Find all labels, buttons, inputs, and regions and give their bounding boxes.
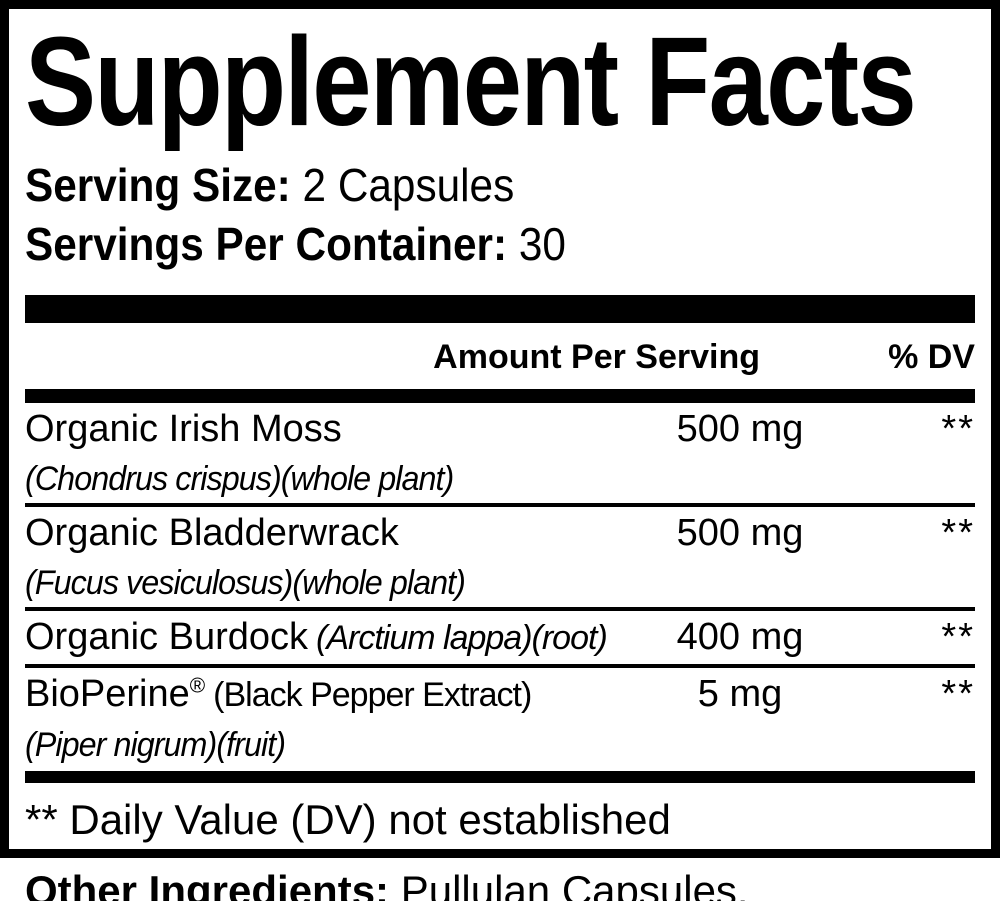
- amount-per-serving-header: Amount Per Serving: [433, 338, 760, 376]
- supplement-facts-panel: Supplement Facts Serving Size: 2 Capsule…: [0, 0, 1000, 858]
- column-header-row: Amount Per Serving % DV: [25, 323, 975, 389]
- ingredient-name-text: Organic Burdock: [25, 616, 309, 658]
- ingredient-amount: 500 mg: [676, 512, 804, 554]
- panel-title: Supplement Facts: [25, 11, 917, 152]
- ingredient-row-main: Organic Burdock (Arctium lappa)(root) 400…: [25, 611, 975, 664]
- ingredient-amount: 5 mg: [697, 673, 783, 715]
- ingredient-name-text: BioPerine: [25, 673, 190, 715]
- ingredient-name: Organic Irish Moss: [25, 408, 342, 450]
- servings-per-container-line: Servings Per Container: 30: [25, 218, 899, 271]
- ingredient-row-irish-moss: Organic Irish Moss 500 mg ** (Chondrus c…: [25, 403, 975, 507]
- serving-size-line: Serving Size: 2 Capsules: [25, 159, 899, 212]
- daily-value-footnote: ** Daily Value (DV) not established: [25, 796, 671, 843]
- other-ingredients-line: Other Ingredients: Pullulan Capsules.: [25, 866, 1000, 901]
- other-ingredients-label: Other Ingredients:: [25, 867, 390, 901]
- ingredient-dv: **: [941, 512, 975, 554]
- ingredient-latin-name-inline: (Arctium lappa)(root): [316, 619, 608, 657]
- ingredient-latin-name: (Fucus vesiculosus)(whole plant): [25, 564, 466, 602]
- ingredient-row-bioperine: BioPerine® (Black Pepper Extract) 5 mg **…: [25, 668, 975, 769]
- divider-bar-top: [25, 295, 975, 323]
- percent-dv-header: % DV: [888, 338, 975, 376]
- ingredient-row-main: BioPerine® (Black Pepper Extract) 5 mg **: [25, 668, 975, 721]
- ingredient-row-main: Organic Irish Moss 500 mg **: [25, 403, 975, 455]
- ingredient-row-main: Organic Bladderwrack 500 mg **: [25, 507, 975, 559]
- serving-size-value: 2 Capsules: [290, 159, 515, 211]
- divider-bar-header: [25, 389, 975, 403]
- serving-size-label: Serving Size:: [25, 159, 291, 211]
- servings-per-container-value: 30: [507, 218, 566, 270]
- ingredient-amount: 500 mg: [676, 408, 804, 450]
- ingredient-amount: 400 mg: [676, 616, 804, 658]
- ingredient-name: Organic Burdock (Arctium lappa)(root): [25, 611, 625, 664]
- ingredient-latin-name: (Chondrus crispus)(whole plant): [25, 460, 454, 498]
- ingredient-latin-name: (Piper nigrum)(fruit): [25, 726, 286, 764]
- ingredient-row-burdock: Organic Burdock (Arctium lappa)(root) 400…: [25, 611, 975, 668]
- other-ingredients-value: Pullulan Capsules.: [389, 867, 749, 901]
- ingredient-dv: **: [941, 408, 975, 450]
- ingredient-name: Organic Bladderwrack: [25, 512, 399, 554]
- registered-trademark-symbol: ®: [189, 674, 206, 698]
- ingredient-descriptor-inline: (Black Pepper Extract): [213, 676, 532, 714]
- ingredient-name: BioPerine® (Black Pepper Extract): [25, 668, 625, 721]
- divider-bar-bottom: [25, 771, 975, 783]
- ingredient-dv: **: [941, 616, 975, 658]
- servings-per-container-label: Servings Per Container:: [25, 218, 508, 270]
- ingredient-dv: **: [941, 673, 975, 715]
- ingredient-row-bladderwrack: Organic Bladderwrack 500 mg ** (Fucus ve…: [25, 507, 975, 611]
